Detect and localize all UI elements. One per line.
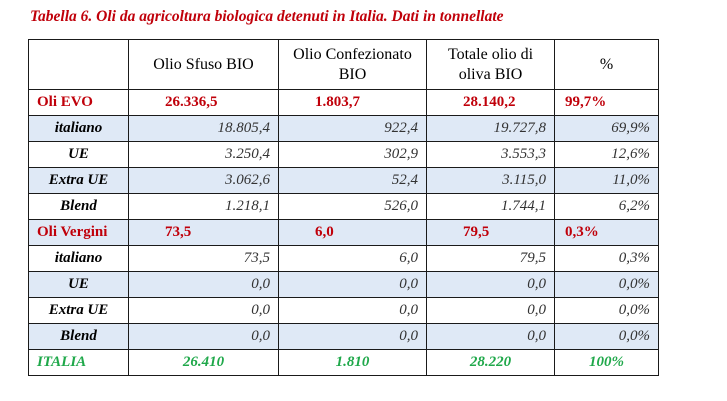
- cell-percent: 0,0%: [554, 297, 659, 324]
- row-label: UE: [28, 271, 129, 298]
- cell-percent: 12,6%: [554, 141, 659, 168]
- cell-total: 3.115,0: [426, 167, 555, 194]
- header-row: Olio Sfuso BIO Olio Confezionato BIO Tot…: [28, 39, 659, 90]
- cell-total: 0,0: [426, 323, 555, 350]
- group-value-total: 79,5: [426, 219, 555, 246]
- cell-bulk: 3.062,6: [128, 167, 279, 194]
- cell-bulk: 1.218,1: [128, 193, 279, 220]
- cell-total: 19.727,8: [426, 115, 555, 142]
- cell-percent: 11,0%: [554, 167, 659, 194]
- group-value-percent: 99,7%: [554, 89, 659, 116]
- group-value-bulk: 73,5: [128, 219, 279, 246]
- cell-total: 0,0: [426, 297, 555, 324]
- group-value-packaged: 6,0: [278, 219, 427, 246]
- header-cell-bulk: Olio Sfuso BIO: [128, 39, 279, 90]
- group-value-packaged: 1.803,7: [278, 89, 427, 116]
- oil-stock-table: Olio Sfuso BIO Olio Confezionato BIO Tot…: [28, 39, 659, 376]
- total-row: ITALIA 26.410 1.810 28.220 100%: [28, 349, 659, 376]
- cell-percent: 0,0%: [554, 271, 659, 298]
- cell-bulk: 18.805,4: [128, 115, 279, 142]
- total-label: ITALIA: [28, 349, 129, 376]
- cell-packaged: 6,0: [278, 245, 427, 272]
- cell-bulk: 0,0: [128, 271, 279, 298]
- row-label: italiano: [28, 115, 129, 142]
- cell-packaged: 922,4: [278, 115, 427, 142]
- cell-packaged: 302,9: [278, 141, 427, 168]
- group-row-evo: Oli EVO 26.336,5 1.803,7 28.140,2 99,7%: [28, 89, 659, 116]
- table-row: italiano 73,5 6,0 79,5 0,3%: [28, 245, 659, 272]
- table-row: Extra UE 0,0 0,0 0,0 0,0%: [28, 297, 659, 324]
- table-row: UE 0,0 0,0 0,0 0,0%: [28, 271, 659, 298]
- cell-percent: 0,0%: [554, 323, 659, 350]
- header-cell-percent: %: [554, 39, 659, 90]
- cell-bulk: 0,0: [128, 297, 279, 324]
- total-packaged: 1.810: [278, 349, 427, 376]
- table-row: UE 3.250,4 302,9 3.553,3 12,6%: [28, 141, 659, 168]
- group-value-bulk: 26.336,5: [128, 89, 279, 116]
- total-percent: 100%: [554, 349, 659, 376]
- row-label: Extra UE: [28, 167, 129, 194]
- cell-total: 0,0: [426, 271, 555, 298]
- table-row: italiano 18.805,4 922,4 19.727,8 69,9%: [28, 115, 659, 142]
- cell-packaged: 0,0: [278, 297, 427, 324]
- group-label: Oli Vergini: [28, 219, 129, 246]
- group-value-percent: 0,3%: [554, 219, 659, 246]
- total-total: 28.220: [426, 349, 555, 376]
- cell-percent: 6,2%: [554, 193, 659, 220]
- header-cell-empty: [28, 39, 129, 90]
- cell-total: 79,5: [426, 245, 555, 272]
- cell-packaged: 0,0: [278, 271, 427, 298]
- header-cell-total: Totale olio di oliva BIO: [426, 39, 555, 90]
- row-label: UE: [28, 141, 129, 168]
- cell-bulk: 3.250,4: [128, 141, 279, 168]
- table-row: Blend 1.218,1 526,0 1.744,1 6,2%: [28, 193, 659, 220]
- cell-bulk: 73,5: [128, 245, 279, 272]
- group-value-total: 28.140,2: [426, 89, 555, 116]
- cell-total: 3.553,3: [426, 141, 555, 168]
- cell-packaged: 0,0: [278, 323, 427, 350]
- cell-bulk: 0,0: [128, 323, 279, 350]
- table-caption: Tabella 6. Oli da agricoltura biologica …: [30, 8, 504, 25]
- header-cell-packaged: Olio Confezionato BIO: [278, 39, 427, 90]
- cell-percent: 69,9%: [554, 115, 659, 142]
- group-label: Oli EVO: [28, 89, 129, 116]
- row-label: italiano: [28, 245, 129, 272]
- total-bulk: 26.410: [128, 349, 279, 376]
- row-label: Blend: [28, 323, 129, 350]
- cell-total: 1.744,1: [426, 193, 555, 220]
- row-label: Extra UE: [28, 297, 129, 324]
- group-row-vergini: Oli Vergini 73,5 6,0 79,5 0,3%: [28, 219, 659, 246]
- cell-percent: 0,3%: [554, 245, 659, 272]
- table-row: Extra UE 3.062,6 52,4 3.115,0 11,0%: [28, 167, 659, 194]
- row-label: Blend: [28, 193, 129, 220]
- table-row: Blend 0,0 0,0 0,0 0,0%: [28, 323, 659, 350]
- cell-packaged: 526,0: [278, 193, 427, 220]
- cell-packaged: 52,4: [278, 167, 427, 194]
